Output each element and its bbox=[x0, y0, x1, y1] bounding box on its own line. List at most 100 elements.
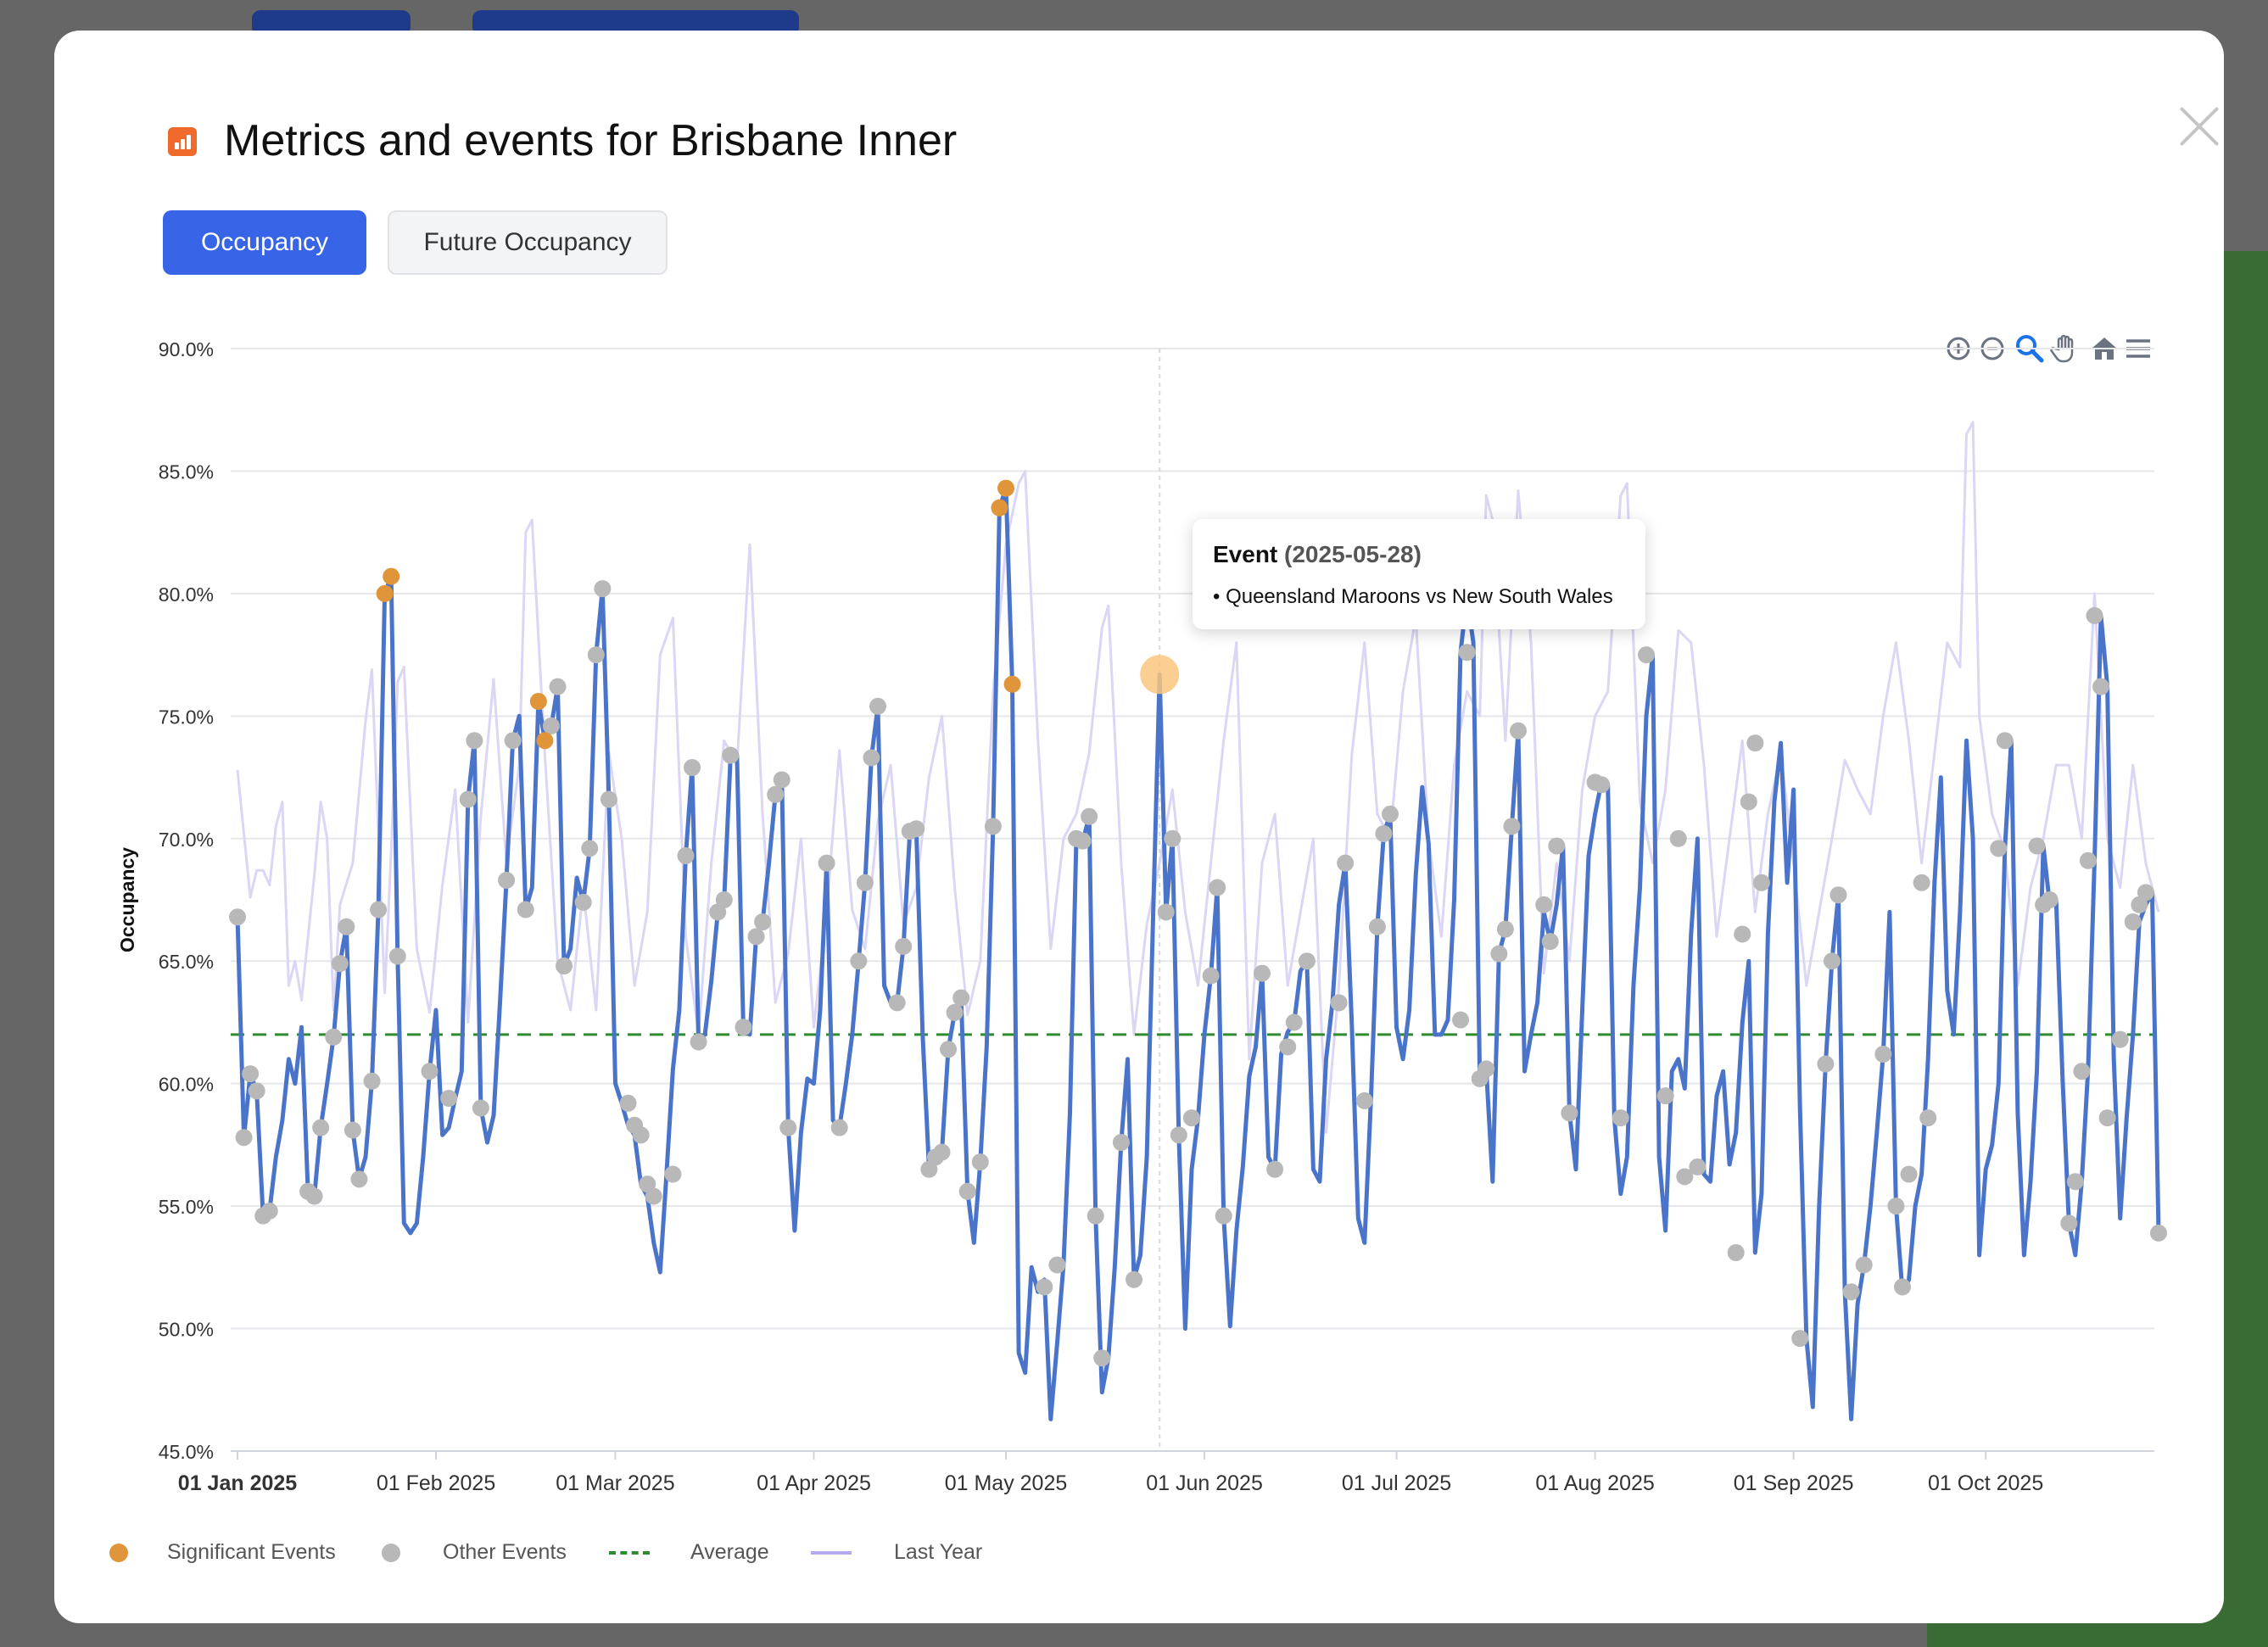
other-event-point bbox=[818, 854, 835, 872]
other-event-point bbox=[779, 1119, 797, 1136]
significant-event-point bbox=[997, 479, 1014, 497]
other-event-point bbox=[1548, 837, 1566, 855]
other-event-point bbox=[312, 1119, 330, 1136]
other-event-point bbox=[472, 1099, 489, 1117]
other-event-point bbox=[1164, 829, 1181, 847]
other-event-point bbox=[1215, 1207, 1232, 1225]
other-event-point bbox=[856, 874, 874, 891]
other-event-point bbox=[1669, 829, 1687, 847]
other-event-point bbox=[466, 732, 483, 750]
other-event-point bbox=[1791, 1330, 1809, 1348]
legend-significant-events[interactable]: Significant Events bbox=[109, 1540, 336, 1565]
other-event-point bbox=[940, 1041, 958, 1058]
other-event-point bbox=[2073, 1063, 2091, 1080]
other-event-point bbox=[1734, 925, 1751, 943]
other-event-point bbox=[2060, 1214, 2078, 1232]
y-tick-label: 75.0% bbox=[159, 706, 214, 728]
legend-last-year[interactable]: Last Year bbox=[811, 1540, 982, 1565]
y-tick-label: 85.0% bbox=[159, 461, 214, 483]
other-event-point bbox=[1752, 874, 1770, 891]
other-event-point bbox=[1081, 807, 1098, 825]
other-event-point bbox=[664, 1165, 682, 1183]
other-event-point bbox=[1913, 874, 1930, 891]
other-event-point bbox=[1817, 1055, 1835, 1073]
other-event-point bbox=[1330, 994, 1348, 1012]
y-tick-label: 65.0% bbox=[159, 951, 214, 973]
other-event-point bbox=[2098, 1109, 2116, 1127]
legend-average[interactable]: Average bbox=[609, 1540, 769, 1565]
other-event-point bbox=[1036, 1278, 1053, 1296]
other-event-point bbox=[581, 840, 599, 857]
legend-other-events[interactable]: Other Events bbox=[382, 1540, 567, 1565]
significant-event-point bbox=[1003, 675, 1021, 693]
other-event-point bbox=[574, 893, 592, 911]
other-event-point bbox=[1900, 1165, 1918, 1183]
other-event-point bbox=[344, 1121, 361, 1139]
other-event-point bbox=[1689, 1158, 1707, 1175]
other-event-point bbox=[1496, 920, 1514, 938]
other-event-point bbox=[2041, 891, 2059, 908]
other-event-point bbox=[1337, 854, 1355, 872]
other-event-point bbox=[1355, 1091, 1373, 1109]
other-event-point bbox=[1842, 1283, 1860, 1301]
orange-dot-icon bbox=[109, 1543, 128, 1562]
y-tick-label: 90.0% bbox=[159, 338, 214, 360]
other-event-point bbox=[773, 771, 790, 789]
other-event-point bbox=[1048, 1256, 1066, 1274]
other-event-point bbox=[517, 901, 534, 918]
other-event-point bbox=[722, 746, 740, 764]
other-event-point bbox=[1093, 1349, 1111, 1367]
other-event-point bbox=[1638, 646, 1655, 664]
other-event-point bbox=[754, 913, 772, 930]
other-event-point bbox=[2079, 851, 2097, 869]
other-event-point bbox=[735, 1019, 752, 1036]
other-event-point bbox=[2086, 606, 2103, 624]
other-event-point bbox=[1279, 1038, 1297, 1056]
other-event-point bbox=[1855, 1256, 1873, 1274]
other-event-point bbox=[863, 749, 880, 767]
other-event-point bbox=[248, 1082, 265, 1100]
other-event-point bbox=[1087, 1207, 1104, 1225]
other-event-point bbox=[2028, 837, 2046, 855]
other-event-point bbox=[1157, 903, 1175, 921]
other-event-point bbox=[305, 1187, 323, 1205]
other-event-point bbox=[1829, 886, 1847, 904]
other-event-point bbox=[459, 790, 477, 808]
other-event-point bbox=[1202, 967, 1220, 985]
other-event-point bbox=[1254, 964, 1271, 982]
other-event-point bbox=[600, 790, 617, 808]
other-event-point bbox=[2111, 1030, 2129, 1048]
zoom-select-icon[interactable] bbox=[2014, 332, 2046, 365]
other-event-point bbox=[632, 1126, 650, 1144]
other-event-point bbox=[645, 1187, 662, 1205]
other-event-point bbox=[946, 1003, 964, 1021]
other-event-point bbox=[1298, 952, 1316, 970]
tooltip-date: (2025-05-28) bbox=[1284, 541, 1422, 567]
metrics-modal: Metrics and events for Brisbane Inner Oc… bbox=[54, 31, 2224, 1623]
other-event-point bbox=[1990, 840, 2008, 857]
other-event-point bbox=[1285, 1013, 1303, 1031]
other-event-point bbox=[338, 918, 355, 935]
other-event-point bbox=[587, 646, 605, 664]
other-event-point bbox=[1535, 896, 1553, 913]
other-event-point bbox=[542, 717, 560, 734]
other-event-point bbox=[2066, 1173, 2084, 1191]
modal-title: Metrics and events for Brisbane Inner bbox=[224, 116, 958, 165]
other-event-point bbox=[1676, 1168, 1694, 1186]
tab-occupancy[interactable]: Occupancy bbox=[163, 210, 366, 275]
other-event-point bbox=[1823, 952, 1841, 970]
other-event-point bbox=[549, 678, 567, 695]
other-event-point bbox=[677, 847, 695, 864]
tab-future-occupancy[interactable]: Future Occupancy bbox=[388, 210, 668, 275]
x-tick-label: 01 Mar 2025 bbox=[556, 1471, 674, 1495]
other-event-point bbox=[1541, 933, 1559, 951]
other-event-point bbox=[1112, 1134, 1130, 1151]
x-tick-label: 01 Jun 2025 bbox=[1146, 1471, 1263, 1495]
other-event-point bbox=[2137, 884, 2154, 902]
pan-hand-icon[interactable] bbox=[2049, 332, 2081, 365]
y-tick-label: 50.0% bbox=[159, 1319, 214, 1341]
other-event-point bbox=[1740, 793, 1757, 811]
other-event-point bbox=[325, 1028, 343, 1046]
other-event-point bbox=[2092, 678, 2110, 695]
